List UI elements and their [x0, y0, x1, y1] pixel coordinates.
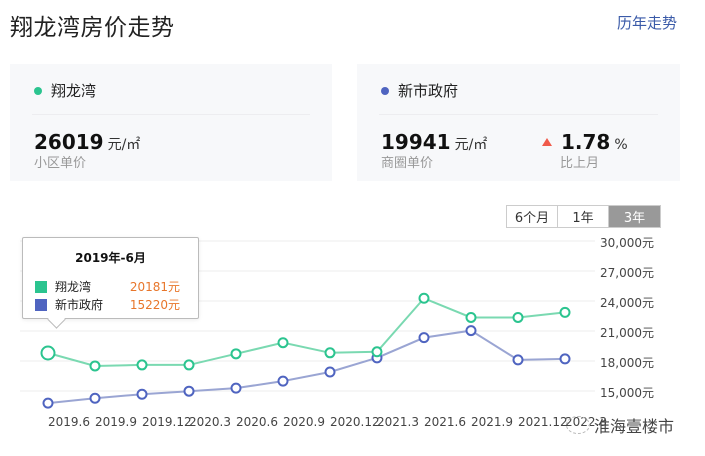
blue-swatch-icon	[35, 298, 47, 311]
data-point[interactable]	[512, 354, 524, 366]
arrow-up-icon	[542, 138, 552, 146]
wechat-icon	[566, 416, 590, 434]
y-tick-label: 30,000元	[600, 236, 654, 250]
community-name: 翔龙湾	[51, 82, 97, 100]
y-tick-label: 24,000元	[600, 296, 654, 310]
data-point[interactable]	[559, 306, 571, 318]
tab-6-months[interactable]: 6个月	[507, 206, 558, 227]
series-line	[47, 297, 566, 367]
watermark: 淮海壹楼市	[566, 413, 674, 437]
x-tick-label: 2021.6	[424, 415, 466, 429]
card-header: 翔龙湾	[34, 80, 96, 101]
divider	[32, 114, 310, 115]
month-change-value: 1.78	[561, 130, 611, 154]
data-point[interactable]	[512, 311, 524, 323]
x-tick-label: 2021.3	[377, 415, 419, 429]
green-swatch-icon	[35, 280, 47, 293]
divider	[379, 114, 658, 115]
chart-tooltip: 2019年-6月 翔龙湾 20181元 新市政府 15220元	[22, 237, 199, 319]
history-trend-link[interactable]: 历年走势	[617, 14, 678, 32]
data-point[interactable]	[324, 366, 336, 378]
tooltip-row: 新市政府 15220元	[35, 296, 180, 313]
x-tick-label: 2020.9	[283, 415, 325, 429]
percent-unit: %	[614, 137, 628, 153]
data-point[interactable]	[136, 359, 148, 371]
data-point[interactable]	[230, 382, 242, 394]
tooltip-series-value: 15220元	[129, 298, 180, 312]
district-price-label: 商圈单价	[381, 156, 434, 171]
page-title: 翔龙湾房价走势	[10, 15, 175, 41]
month-change: 1.78 %	[542, 130, 628, 154]
x-tick-label: 2021.12	[518, 415, 568, 429]
data-point[interactable]	[89, 360, 101, 372]
series-line	[47, 329, 566, 405]
tab-3-years[interactable]: 3年	[609, 206, 660, 227]
data-point[interactable]	[183, 385, 195, 397]
community-price-label: 小区单价	[34, 156, 87, 171]
district-price: 19941 元/㎡	[381, 130, 487, 154]
data-point[interactable]	[324, 347, 336, 359]
watermark-text: 淮海壹楼市	[594, 417, 675, 436]
data-point[interactable]	[465, 311, 477, 323]
data-point[interactable]	[230, 348, 242, 360]
y-tick-label: 21,000元	[600, 326, 654, 340]
x-tick-label: 2019.9	[95, 415, 137, 429]
x-tick-label: 2020.6	[236, 415, 278, 429]
blue-dot-icon	[381, 86, 389, 95]
y-tick-label: 27,000元	[600, 266, 654, 280]
y-tick-label: 15,000元	[600, 386, 654, 400]
tooltip-series-name: 新市政府	[55, 298, 104, 312]
tab-1-year[interactable]: 1年	[558, 206, 609, 227]
data-point[interactable]	[42, 397, 54, 409]
data-point[interactable]	[136, 388, 148, 400]
district-price-value: 19941	[381, 130, 451, 154]
community-price-value: 26019	[34, 130, 104, 154]
x-tick-label: 2019.6	[48, 415, 90, 429]
data-point[interactable]	[559, 353, 571, 365]
data-point[interactable]	[89, 392, 101, 404]
tooltip-row: 翔龙湾 20181元	[35, 278, 180, 295]
y-tick-label: 18,000元	[600, 356, 654, 370]
tooltip-series-name: 翔龙湾	[55, 280, 92, 294]
x-tick-label: 2019.12	[142, 415, 192, 429]
price-unit: 元/㎡	[454, 137, 488, 153]
community-price: 26019 元/㎡	[34, 130, 140, 154]
data-point[interactable]	[465, 325, 477, 337]
district-name: 新市政府	[398, 82, 459, 100]
data-point[interactable]	[418, 292, 430, 304]
tooltip-title: 2019年-6月	[75, 251, 146, 265]
range-selector: 6个月 1年 3年	[506, 205, 661, 228]
price-unit: 元/㎡	[107, 137, 141, 153]
green-dot-icon	[34, 86, 42, 95]
x-tick-label: 2020.3	[189, 415, 231, 429]
district-price-card: 新市政府 19941 元/㎡ 商圈单价 1.78 % 比上月	[357, 64, 680, 181]
data-point[interactable]	[418, 332, 430, 344]
data-point[interactable]	[183, 359, 195, 371]
card-header: 新市政府	[381, 80, 458, 101]
community-price-card: 翔龙湾 26019 元/㎡ 小区单价	[10, 64, 332, 181]
data-point[interactable]	[277, 337, 289, 349]
x-tick-label: 2020.12	[330, 415, 380, 429]
data-point[interactable]	[277, 375, 289, 387]
month-change-label: 比上月	[560, 156, 600, 171]
x-tick-label: 2021.9	[471, 415, 513, 429]
data-point[interactable]	[40, 345, 56, 361]
tooltip-series-value: 20181元	[129, 280, 180, 294]
data-point[interactable]	[371, 346, 383, 358]
